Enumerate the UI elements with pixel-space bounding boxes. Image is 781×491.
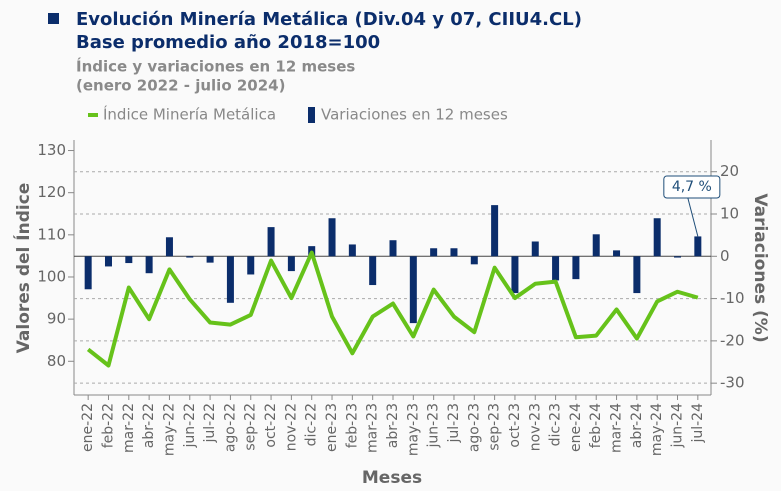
y2-tick-label: -10 bbox=[720, 289, 745, 307]
x-tick-label: oct-22 bbox=[263, 403, 279, 448]
y2-tick-label: 0 bbox=[720, 247, 730, 265]
x-tick-label: mar-22 bbox=[121, 403, 137, 453]
x-tick-label: oct-23 bbox=[507, 403, 523, 448]
x-tick-label: jul-23 bbox=[446, 403, 462, 444]
x-tick-label: jul-24 bbox=[690, 403, 706, 444]
x-tick-label: mar-23 bbox=[365, 403, 381, 453]
legend-swatch bbox=[308, 107, 315, 123]
annotation-leader bbox=[687, 197, 699, 237]
x-tick-label: dic-22 bbox=[304, 403, 320, 446]
bar bbox=[287, 256, 295, 272]
x-tick-label: abr-22 bbox=[141, 403, 157, 448]
annotation-box bbox=[663, 175, 721, 199]
y-tick-label: 130 bbox=[37, 141, 66, 159]
title-marker bbox=[48, 13, 59, 24]
bar bbox=[674, 256, 682, 258]
bar bbox=[369, 256, 377, 286]
x-axis-label: Meses bbox=[362, 468, 422, 488]
x-tick-label: sep-23 bbox=[487, 403, 503, 451]
y2-tick-label: 10 bbox=[720, 205, 739, 223]
y-tick-label: 100 bbox=[37, 267, 66, 285]
bar bbox=[633, 256, 641, 294]
y-tick-label: 90 bbox=[47, 310, 66, 328]
bar bbox=[206, 256, 214, 263]
x-tick-label: may-22 bbox=[161, 403, 177, 456]
x-tick-label: feb-22 bbox=[100, 403, 116, 448]
x-tick-label: jun-23 bbox=[426, 403, 442, 449]
bar bbox=[552, 256, 560, 281]
chart-title: Evolución Minería Metálica (Div.04 y 07,… bbox=[76, 9, 582, 30]
y2-tick-label: 20 bbox=[720, 162, 739, 180]
bar bbox=[186, 256, 194, 258]
x-tick-label: nov-23 bbox=[527, 403, 543, 451]
y2-tick-label: -30 bbox=[720, 374, 745, 392]
x-tick-label: ene-23 bbox=[324, 403, 340, 452]
x-tick-label: jun-22 bbox=[182, 403, 198, 449]
legend-label: Variaciones en 12 meses bbox=[321, 106, 508, 124]
y2-tick-label: -20 bbox=[720, 331, 745, 349]
bar bbox=[389, 240, 397, 257]
x-tick-label: may-24 bbox=[649, 403, 665, 456]
bar bbox=[430, 248, 438, 257]
x-tick-label: mar-24 bbox=[609, 403, 625, 453]
line bbox=[86, 250, 699, 368]
x-tick-label: ago-22 bbox=[222, 403, 238, 452]
x-tick-label: jun-24 bbox=[670, 403, 686, 449]
bar bbox=[125, 256, 133, 264]
bar bbox=[348, 244, 356, 257]
bar bbox=[409, 256, 417, 324]
x-tick-label: feb-23 bbox=[344, 403, 360, 448]
bar bbox=[613, 250, 621, 257]
x-tick-label: ago-23 bbox=[466, 403, 482, 452]
bar bbox=[226, 256, 234, 303]
x-tick-label: abr-24 bbox=[629, 403, 645, 448]
x-tick-label: jul-22 bbox=[202, 403, 218, 444]
bar bbox=[653, 218, 661, 257]
chart-subtitle: (enero 2022 - julio 2024) bbox=[76, 77, 285, 95]
legend-label: Índice Minería Metálica bbox=[103, 105, 276, 124]
bar bbox=[165, 237, 173, 257]
x-tick-label: sep-22 bbox=[243, 403, 259, 451]
y-axis-label: Valores del Índice bbox=[12, 183, 34, 354]
bar bbox=[84, 256, 92, 290]
bar bbox=[145, 256, 153, 274]
bar bbox=[511, 256, 519, 294]
bar bbox=[694, 236, 702, 257]
bar bbox=[470, 256, 478, 265]
y-tick-label: 120 bbox=[37, 183, 66, 201]
bar bbox=[592, 234, 600, 257]
x-tick-label: may-23 bbox=[405, 403, 421, 456]
y-tick-label: 110 bbox=[37, 225, 66, 243]
data-label: 4,7 % bbox=[672, 179, 712, 195]
bar bbox=[328, 218, 336, 257]
bar bbox=[572, 256, 580, 280]
bar bbox=[247, 256, 255, 275]
bar bbox=[267, 227, 275, 257]
bar bbox=[450, 248, 458, 257]
x-tick-label: ene-24 bbox=[568, 403, 584, 452]
y2-axis-label: Variaciones (%) bbox=[750, 193, 770, 342]
y-tick-label: 80 bbox=[47, 352, 66, 370]
x-tick-label: abr-23 bbox=[385, 403, 401, 448]
x-tick-label: nov-22 bbox=[283, 403, 299, 451]
chart-subtitle: Base promedio año 2018=100 bbox=[76, 32, 380, 53]
x-tick-label: ene-22 bbox=[80, 403, 96, 452]
chart-subtitle: Índice y variaciones en 12 meses bbox=[76, 57, 355, 76]
bar bbox=[491, 205, 499, 257]
x-tick-label: feb-24 bbox=[588, 403, 604, 448]
bar bbox=[104, 256, 112, 267]
x-tick-label: dic-23 bbox=[548, 403, 564, 446]
bar bbox=[531, 241, 539, 257]
